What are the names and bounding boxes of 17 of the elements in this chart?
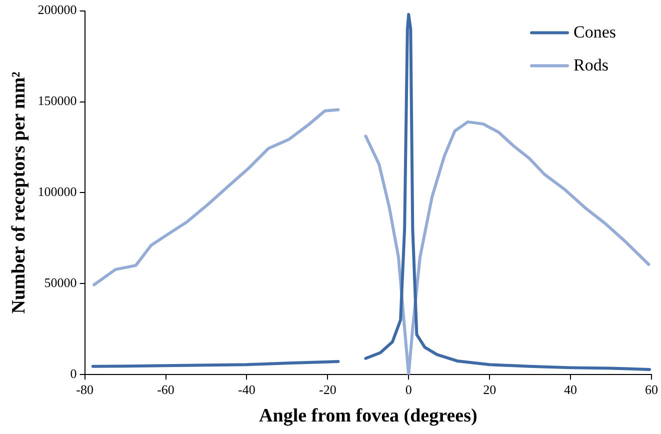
y-axis-title: Number of receptors per mm² [8,71,30,314]
x-tick-label: 20 [483,382,496,397]
x-axis-title: Angle from fovea (degrees) [259,406,478,427]
x-tick-label: 0 [405,382,412,397]
x-tick-label: -80 [76,382,94,397]
x-tick-label: -40 [238,382,256,397]
y-tick-label: 150000 [38,93,77,108]
y-tick-label: 200000 [38,2,77,18]
x-tick-label: -20 [319,382,336,397]
x-tick-label: 40 [564,382,578,397]
x-tick-label: -60 [157,382,174,397]
legend-label: Rods [574,55,608,74]
legend-label: Cones [574,22,616,42]
x-tick-label: 60 [645,382,658,397]
y-tick-label: 100000 [38,184,77,200]
y-tick-label: 0 [70,366,77,382]
y-tick-label: 50000 [44,275,77,290]
